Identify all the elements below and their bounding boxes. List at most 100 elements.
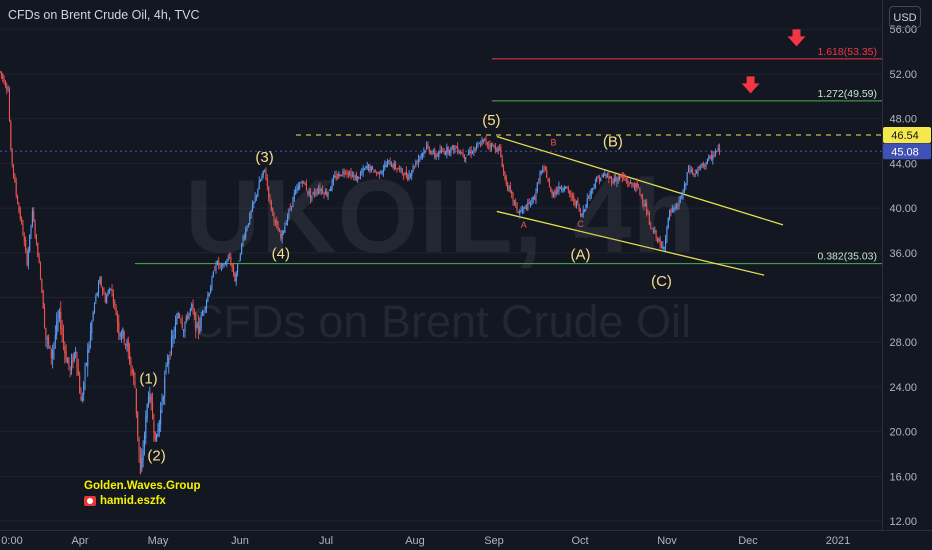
x-tick-label: Aug bbox=[405, 535, 425, 547]
x-tick-label: 2021 bbox=[826, 535, 850, 547]
candle-body bbox=[501, 158, 503, 168]
candle-body bbox=[432, 151, 434, 153]
candle-body bbox=[397, 168, 399, 170]
candle-body bbox=[42, 290, 44, 309]
candle-body bbox=[449, 151, 451, 153]
candle-body bbox=[96, 292, 98, 296]
candle-body bbox=[370, 166, 372, 172]
candle-body bbox=[220, 265, 222, 267]
x-tick-label: Jul bbox=[319, 535, 333, 547]
y-tick-label: 32.00 bbox=[889, 293, 917, 305]
candle-body bbox=[430, 151, 432, 154]
candle-body bbox=[431, 153, 433, 155]
candle-body bbox=[336, 176, 339, 178]
candle-body bbox=[420, 154, 422, 157]
candle-body bbox=[435, 155, 437, 159]
candle-body bbox=[243, 236, 245, 239]
candle-body bbox=[301, 183, 303, 184]
candle-body bbox=[106, 296, 108, 303]
candle-body bbox=[490, 143, 492, 149]
subwave-label: B bbox=[550, 137, 556, 147]
candle-body bbox=[601, 174, 603, 177]
candle-body bbox=[621, 175, 623, 178]
candle-body bbox=[71, 359, 73, 371]
fib-label: 1.618(53.35) bbox=[817, 46, 877, 58]
candle-body bbox=[335, 175, 337, 179]
author-group: Golden.Waves.Group bbox=[84, 480, 201, 492]
candle-body bbox=[663, 246, 665, 248]
candle-body bbox=[154, 431, 156, 440]
candle-body bbox=[681, 195, 683, 199]
candle-body bbox=[530, 203, 532, 206]
candle-body bbox=[187, 315, 189, 319]
candle-body bbox=[108, 289, 110, 294]
candle-body bbox=[347, 173, 349, 175]
candle-body bbox=[4, 82, 6, 86]
currency-button[interactable]: USD bbox=[889, 6, 921, 28]
candle-body bbox=[25, 240, 27, 251]
candle-body bbox=[519, 210, 521, 214]
candle-body bbox=[195, 312, 197, 332]
candle-body bbox=[48, 337, 50, 345]
candle-body bbox=[446, 147, 448, 154]
candle-body bbox=[717, 148, 719, 151]
watermark-name: CFDs on Brent Crude Oil bbox=[190, 296, 692, 347]
candle-body bbox=[316, 191, 318, 193]
candle-body bbox=[177, 313, 179, 318]
x-tick-label: Sep bbox=[484, 535, 504, 547]
candle-body bbox=[192, 303, 194, 312]
candle-body bbox=[694, 173, 696, 175]
candle-body bbox=[542, 169, 544, 172]
candle-body bbox=[123, 331, 125, 342]
candle-body bbox=[511, 190, 513, 195]
candle-body bbox=[628, 183, 630, 186]
y-tick-label: 44.00 bbox=[889, 158, 917, 170]
candle-body bbox=[393, 163, 395, 169]
candle-body bbox=[381, 171, 383, 175]
candle-body bbox=[655, 230, 657, 238]
candle-body bbox=[505, 176, 507, 185]
candle-body bbox=[678, 200, 680, 207]
candle-body bbox=[654, 230, 656, 232]
candle-body bbox=[52, 350, 54, 359]
candle-body bbox=[373, 169, 375, 173]
author-handle-row[interactable]: hamid.eszfx bbox=[84, 494, 201, 509]
candle-body bbox=[613, 177, 615, 183]
x-tick-label: Dec bbox=[738, 535, 758, 547]
candle-body bbox=[39, 262, 42, 278]
candle-body bbox=[153, 421, 155, 433]
candle-body bbox=[719, 148, 721, 154]
candle-body bbox=[604, 174, 606, 177]
candle-body bbox=[230, 256, 232, 265]
candle-body bbox=[531, 198, 533, 205]
candle-body bbox=[444, 152, 447, 155]
candle-body bbox=[644, 203, 646, 207]
candle-body bbox=[102, 288, 104, 292]
candle-body bbox=[577, 199, 579, 204]
candle-body bbox=[679, 200, 681, 202]
candle-body bbox=[605, 173, 607, 178]
candle-body bbox=[166, 362, 168, 364]
candle-body bbox=[404, 172, 406, 175]
candle-body bbox=[237, 263, 239, 273]
candle-body bbox=[299, 184, 301, 188]
candle-body bbox=[656, 237, 658, 242]
candle-body bbox=[179, 314, 181, 318]
candle-body bbox=[278, 231, 280, 232]
candle-body bbox=[405, 170, 407, 177]
candle-body bbox=[65, 351, 67, 361]
candle-body bbox=[330, 187, 332, 192]
grid-lines bbox=[0, 28, 882, 522]
candle-body bbox=[93, 302, 96, 313]
candle-body bbox=[260, 179, 262, 182]
wave-label: (4) bbox=[272, 245, 290, 262]
candle-body bbox=[408, 174, 410, 180]
candle-body bbox=[521, 209, 523, 210]
candle-body bbox=[191, 304, 193, 308]
candle-body bbox=[165, 364, 167, 373]
candle-body bbox=[139, 455, 141, 474]
candle-body bbox=[103, 289, 105, 295]
candle-body bbox=[80, 396, 82, 401]
